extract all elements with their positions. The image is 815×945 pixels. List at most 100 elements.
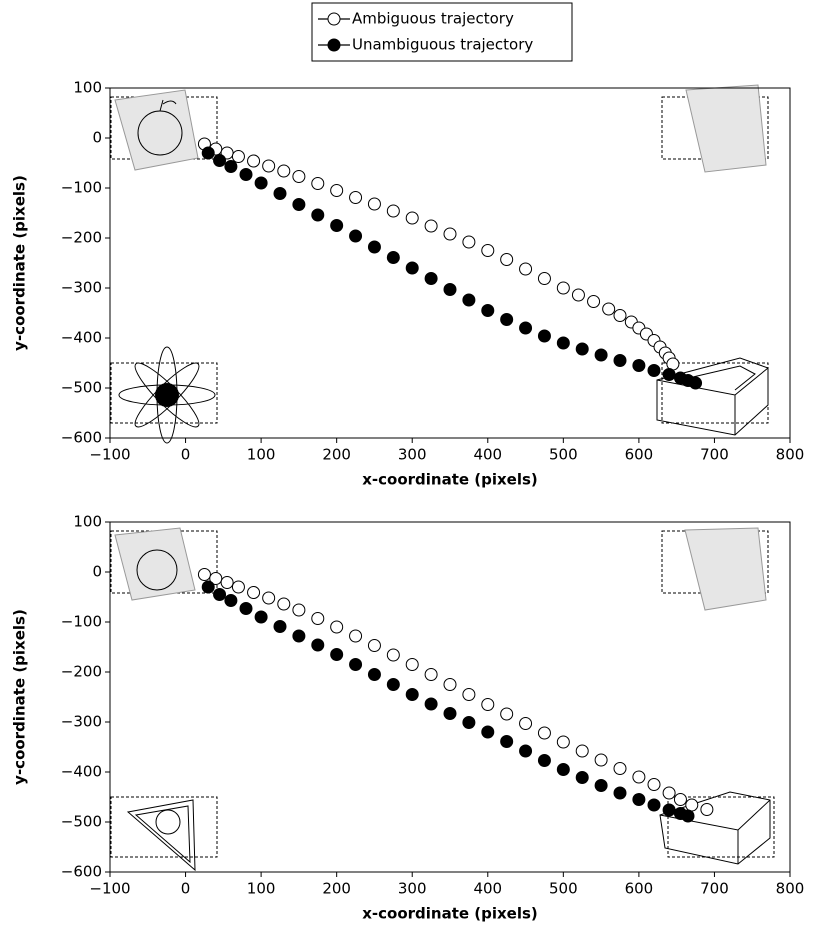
data-point [462,716,476,729]
x-tick-label: 100 [247,446,276,464]
y-tick-label: −100 [61,613,102,631]
data-point [424,668,438,681]
y-tick-label: 100 [73,79,102,97]
legend-marker [327,38,341,52]
data-point [462,688,476,701]
apple-icon [136,549,178,591]
data-point [424,272,438,285]
data-point [405,211,419,225]
data-point [537,272,551,285]
data-point [681,809,695,823]
x-tick-label: 200 [322,880,351,898]
data-point [462,293,476,307]
data-point [556,735,570,749]
x-tick-label: 400 [473,880,502,898]
y-axis-title: y-coordinate (pixels) [11,609,29,785]
data-point [292,170,306,183]
data-point [201,146,215,160]
data-point [537,754,551,767]
data-point [481,304,495,317]
data-point [594,779,608,792]
data-point [209,572,223,585]
data-point [613,309,627,322]
data-point [571,288,585,302]
triangle-icon [126,799,196,872]
cup-icon [685,84,767,173]
data-point [277,597,291,611]
data-point [349,658,363,671]
data-point [443,283,457,296]
x-tick-label: 800 [776,446,805,464]
flower-icon [118,346,216,444]
x-tick-label: 400 [473,446,502,464]
x-tick-label: −100 [89,446,130,464]
data-point [311,638,325,652]
data-point [587,295,601,308]
data-point [556,281,570,295]
data-point [273,620,287,633]
box-icon [656,357,769,436]
data-point [662,803,676,817]
data-point [519,262,533,276]
data-point [602,302,616,316]
legend-label: Unambiguous trajectory [352,36,533,54]
data-point [330,620,344,634]
plot-frame [109,521,791,873]
cup-icon [114,527,196,601]
target-box [110,362,218,424]
data-point [481,698,495,711]
data-point [556,763,570,776]
x-tick-label: 600 [625,446,654,464]
data-point [311,612,325,625]
data-point [613,762,627,775]
data-point [386,251,400,264]
data-point [201,580,215,594]
x-axis-title: x-coordinate (pixels) [362,471,538,489]
plot-frame [109,87,791,439]
data-point [632,359,646,372]
x-tick-label: −100 [89,880,130,898]
data-point [311,208,325,222]
data-point [519,717,533,730]
target-box [110,796,218,858]
target-box [667,796,775,858]
x-tick-label: 500 [549,446,578,464]
data-point [330,219,344,232]
data-point [239,168,253,181]
data-point [662,786,676,800]
y-tick-label: −400 [61,763,102,781]
data-point [405,658,419,671]
x-tick-label: 100 [247,880,276,898]
data-point [632,770,646,784]
data-point [500,735,514,748]
cup-icon [114,89,199,171]
data-point [239,602,253,615]
x-tick-label: 0 [181,880,191,898]
y-tick-label: −100 [61,179,102,197]
y-tick-label: −300 [61,279,102,297]
data-point [443,227,457,241]
x-axis-title: x-coordinate (pixels) [362,905,538,923]
data-point [519,321,533,335]
data-point [424,697,438,711]
data-point [443,678,457,691]
legend-box [311,2,573,62]
data-point [537,726,551,740]
data-point [500,707,514,721]
data-point [519,744,533,758]
data-point [632,793,646,806]
x-tick-label: 700 [700,880,729,898]
data-point [367,668,381,681]
data-point [462,235,476,249]
legend-label: Ambiguous trajectory [352,10,514,28]
data-point [254,610,268,624]
y-tick-label: 100 [73,513,102,531]
data-point [262,159,276,173]
x-tick-label: 800 [776,880,805,898]
y-tick-label: −300 [61,713,102,731]
data-point [575,771,589,784]
data-point [213,588,227,601]
x-tick-label: 700 [700,446,729,464]
data-point [254,176,268,190]
